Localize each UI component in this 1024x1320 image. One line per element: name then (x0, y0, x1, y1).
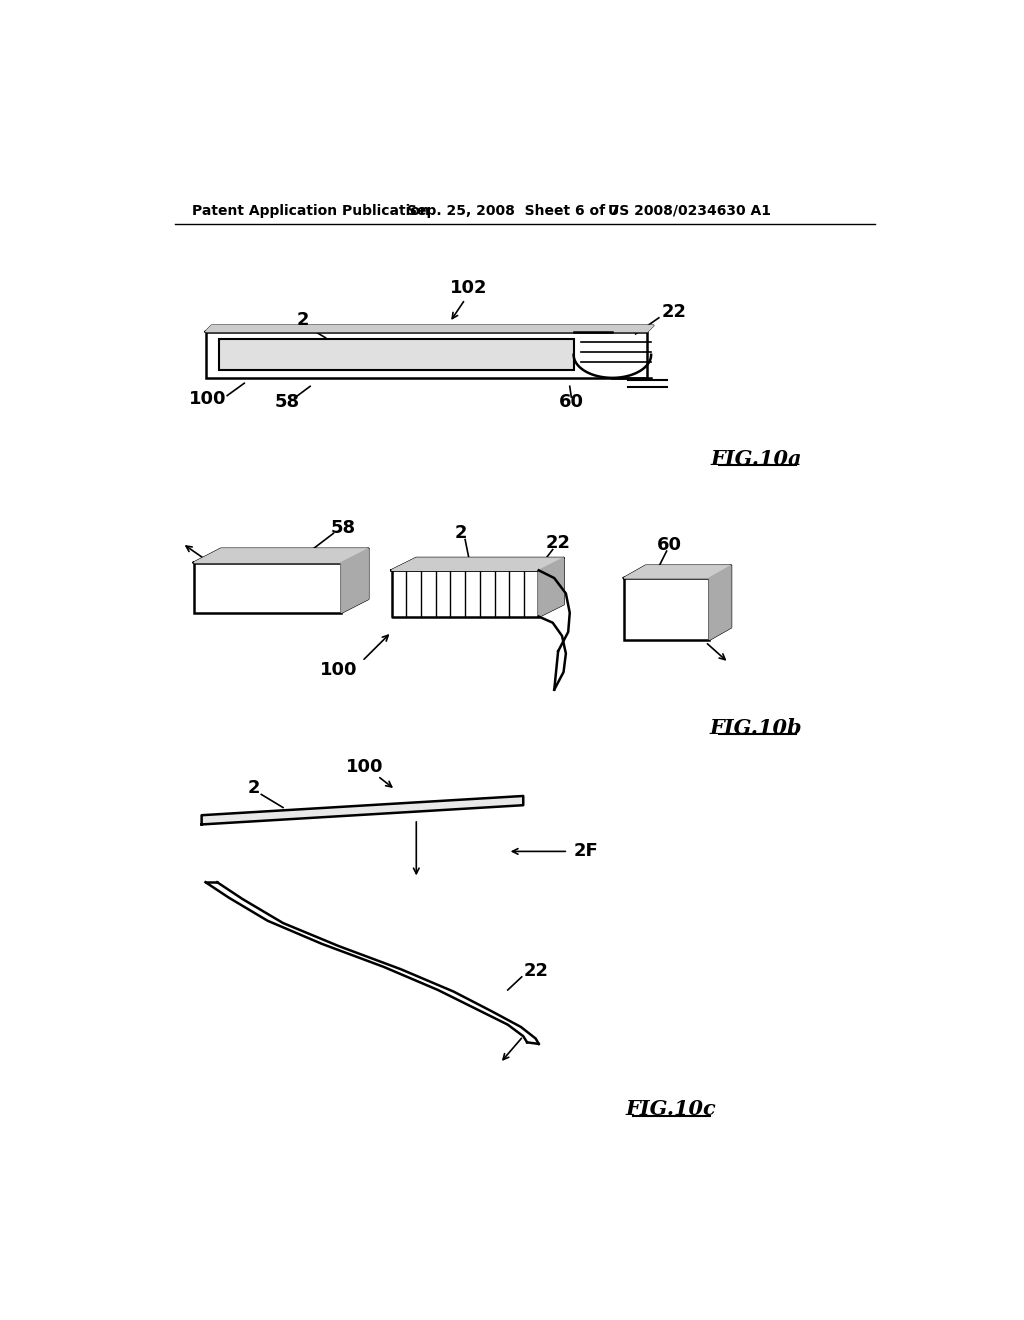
Text: 60: 60 (559, 393, 584, 412)
Text: 2F: 2F (573, 842, 598, 861)
Text: 100: 100 (189, 389, 226, 408)
Text: FIG.10c: FIG.10c (625, 1100, 716, 1119)
Text: 22: 22 (546, 535, 570, 552)
Text: 2: 2 (296, 312, 308, 329)
Polygon shape (710, 566, 731, 640)
Bar (194, 562, 341, 612)
Text: 2: 2 (455, 524, 468, 543)
Bar (624, 578, 710, 640)
Polygon shape (206, 326, 653, 331)
Bar (219, 339, 573, 370)
Polygon shape (624, 566, 731, 578)
Polygon shape (391, 558, 563, 570)
Polygon shape (202, 796, 523, 825)
Text: 102: 102 (451, 279, 487, 297)
Text: FIG.10b: FIG.10b (710, 718, 802, 738)
Polygon shape (194, 549, 369, 562)
Text: 58: 58 (331, 519, 356, 537)
Text: 2: 2 (248, 779, 260, 797)
Text: 58: 58 (274, 393, 299, 412)
Text: Patent Application Publication: Patent Application Publication (191, 203, 429, 218)
Text: Sep. 25, 2008  Sheet 6 of 7: Sep. 25, 2008 Sheet 6 of 7 (407, 203, 620, 218)
Text: 100: 100 (321, 661, 357, 680)
Bar (206, 331, 647, 378)
Text: 100: 100 (346, 758, 383, 776)
Polygon shape (539, 558, 563, 616)
Text: 60: 60 (656, 536, 681, 554)
Polygon shape (341, 549, 369, 612)
Text: 22: 22 (523, 962, 548, 979)
Text: US 2008/0234630 A1: US 2008/0234630 A1 (608, 203, 771, 218)
Text: 22: 22 (662, 304, 686, 321)
Text: FIG.10a: FIG.10a (710, 449, 802, 469)
